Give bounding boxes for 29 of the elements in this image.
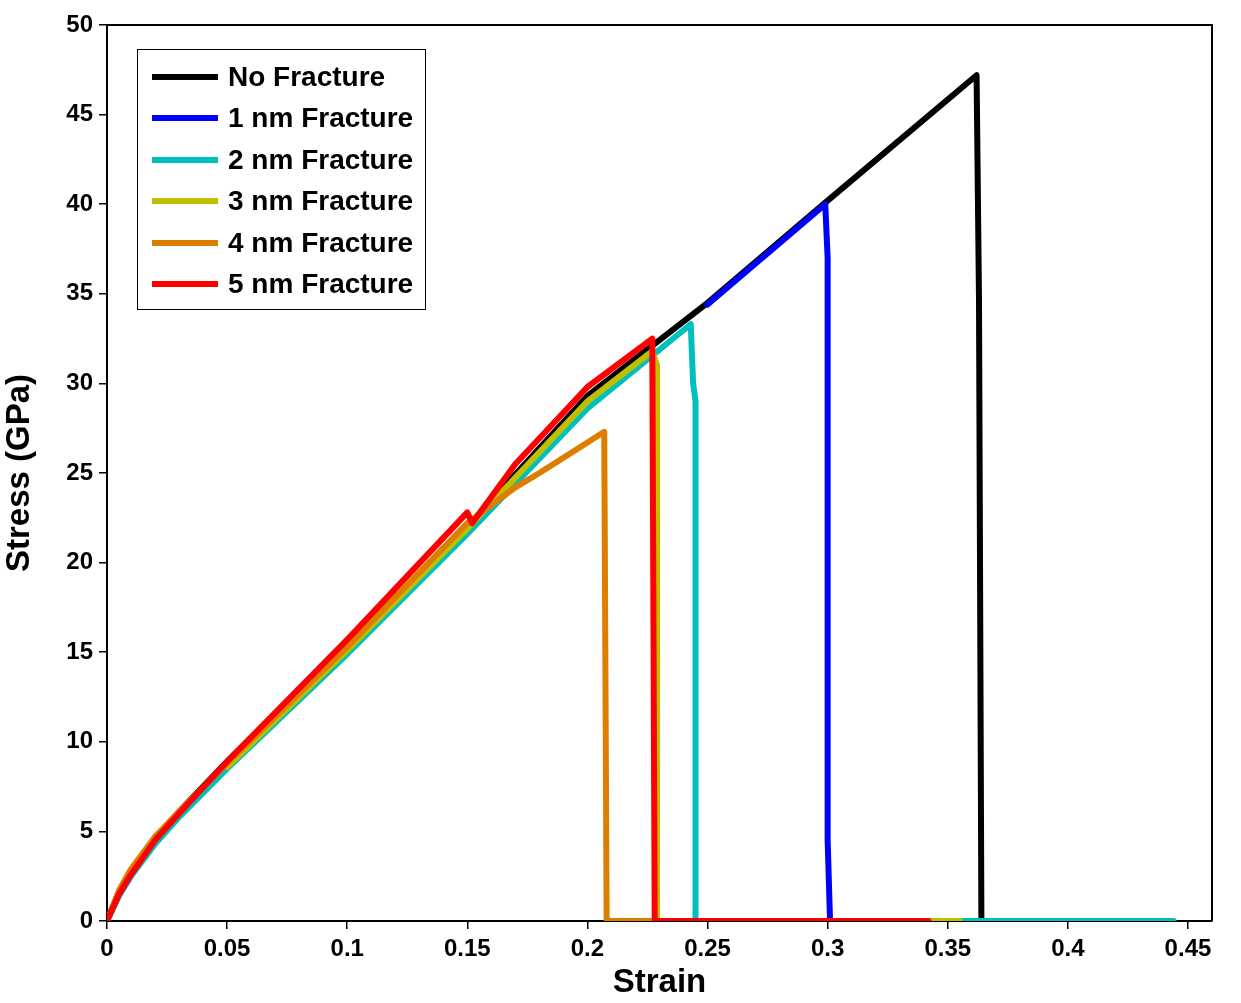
legend-label: No Fracture: [228, 60, 386, 93]
y-tick-label: 35: [66, 278, 93, 306]
y-tick-label: 30: [66, 368, 93, 396]
x-tick-label: 0.05: [203, 934, 251, 962]
y-axis-title: Stress (GPa): [0, 373, 36, 573]
x-tick-label: 0.35: [924, 934, 972, 962]
legend-label: 3 nm Fracture: [228, 185, 414, 218]
legend-label: 2 nm Fracture: [228, 143, 414, 176]
y-tick-label: 10: [66, 726, 93, 754]
y-tick-label: 25: [66, 457, 93, 485]
x-tick-label: 0.2: [570, 934, 605, 962]
y-tick-label: 40: [66, 188, 93, 216]
x-axis-title: Strain: [612, 962, 707, 1000]
y-tick-label: 0: [79, 905, 93, 933]
x-tick-label: 0.3: [810, 934, 845, 962]
y-tick-label: 45: [66, 99, 93, 127]
legend-label: 4 nm Fracture: [228, 226, 414, 259]
x-tick-label: 0.45: [1164, 934, 1212, 962]
y-tick-label: 20: [66, 547, 93, 575]
y-tick-label: 15: [66, 636, 93, 664]
y-tick-label: 50: [66, 9, 93, 37]
x-tick-label: 0.25: [684, 934, 731, 962]
x-tick-label: 0.4: [1051, 934, 1086, 962]
legend-label: 1 nm Fracture: [228, 102, 414, 135]
x-tick-label: 0.15: [443, 934, 491, 962]
legend-label: 5 nm Fracture: [228, 268, 414, 301]
x-tick-label: 0: [100, 934, 114, 962]
y-tick-label: 5: [79, 816, 93, 844]
x-tick-label: 0.1: [330, 934, 364, 962]
